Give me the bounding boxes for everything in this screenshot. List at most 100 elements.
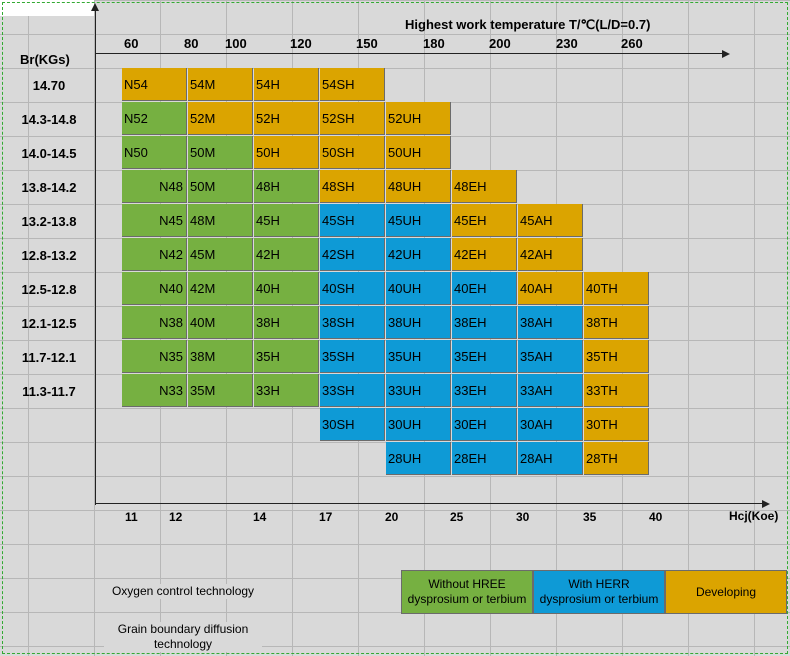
- temperature-label: 230: [556, 36, 578, 51]
- br-row-label: 12.8-13.2: [21, 248, 77, 263]
- grade-cell: 38SH: [320, 306, 385, 339]
- grade-cell: N42: [122, 238, 187, 271]
- grade-cell: 35M: [188, 374, 253, 407]
- grade-cell: 38TH: [584, 306, 649, 339]
- temperature-label: 150: [356, 36, 378, 51]
- grade-cell: 38M: [188, 340, 253, 373]
- legend-without-hree: Without HREE dysprosium or terbium: [401, 570, 533, 614]
- grade-cell: 28UH: [386, 442, 451, 475]
- grade-cell: 40EH: [452, 272, 517, 305]
- hcj-tick-label: 30: [516, 510, 530, 524]
- grade-cell: 54SH: [320, 68, 385, 101]
- br-row-label: 13.2-13.8: [21, 214, 77, 229]
- grade-cell: 33UH: [386, 374, 451, 407]
- temperature-label: 60: [124, 36, 139, 51]
- grade-cell: 35AH: [518, 340, 583, 373]
- grade-cell: 35EH: [452, 340, 517, 373]
- br-row-label: 12.1-12.5: [21, 316, 77, 331]
- grade-cell: 52SH: [320, 102, 385, 135]
- grade-cell: N48: [122, 170, 187, 203]
- selected-cell[interactable]: [0, 0, 94, 16]
- hcj-tick-label: 20: [385, 510, 399, 524]
- grade-cell: 33SH: [320, 374, 385, 407]
- grade-cell: 42M: [188, 272, 253, 305]
- grade-cell: N35: [122, 340, 187, 373]
- grade-cell: 50H: [254, 136, 319, 169]
- grade-cell: 48H: [254, 170, 319, 203]
- grade-cell: 48UH: [386, 170, 451, 203]
- hcj-tick-label: 17: [319, 510, 333, 524]
- hcj-tick-label: 12: [169, 510, 183, 524]
- grade-cell: 33EH: [452, 374, 517, 407]
- grade-cell: 40SH: [320, 272, 385, 305]
- grade-cell: 42EH: [452, 238, 517, 271]
- grade-cell: N50: [122, 136, 187, 169]
- grade-cell: 38UH: [386, 306, 451, 339]
- chart-title: Highest work temperature T/℃(L/D=0.7): [405, 17, 651, 32]
- grade-cell: 28AH: [518, 442, 583, 475]
- grade-cell: N54: [122, 68, 187, 101]
- grade-cell: 33AH: [518, 374, 583, 407]
- grade-cell: N45: [122, 204, 187, 237]
- grade-cell: 45EH: [452, 204, 517, 237]
- grade-cell: N52: [122, 102, 187, 135]
- br-row-label: 11.3-11.7: [22, 384, 76, 399]
- grade-cell: 40M: [188, 306, 253, 339]
- legend-developing: Developing: [665, 570, 787, 614]
- y-axis-arrow: [91, 3, 99, 11]
- temperature-label: 180: [423, 36, 445, 51]
- bottom-axis-arrow: [762, 500, 770, 508]
- top-axis-arrow: [722, 50, 730, 58]
- br-row-label: 12.5-12.8: [21, 282, 77, 297]
- bottom-axis-line: [95, 503, 765, 504]
- temperature-label: 100: [225, 36, 247, 51]
- grain-boundary-label: Grain boundary diffusion technology: [104, 622, 262, 652]
- grade-cell: 54M: [188, 68, 253, 101]
- grade-cell: 45AH: [518, 204, 583, 237]
- grade-cell: 30UH: [386, 408, 451, 441]
- grade-cell: 54H: [254, 68, 319, 101]
- grade-cell: 42H: [254, 238, 319, 271]
- x-axis-label: Hcj(Koe): [729, 509, 779, 523]
- oxygen-control-label: Oxygen control technology: [100, 584, 266, 599]
- y-axis-label: Br(KGs): [20, 52, 70, 67]
- hcj-tick-label: 35: [583, 510, 597, 524]
- legend-with-herr: With HERR dysprosium or terbium: [533, 570, 665, 614]
- grade-cell: 52H: [254, 102, 319, 135]
- hcj-tick-label: 11: [125, 510, 138, 524]
- grade-cell: 48EH: [452, 170, 517, 203]
- grade-cell: 42SH: [320, 238, 385, 271]
- temperature-label: 260: [621, 36, 643, 51]
- grade-cell: 35TH: [584, 340, 649, 373]
- grade-cell: N38: [122, 306, 187, 339]
- grade-cell: 45H: [254, 204, 319, 237]
- grade-cell: 50UH: [386, 136, 451, 169]
- grade-cell: 40AH: [518, 272, 583, 305]
- y-axis-line: [95, 8, 96, 505]
- grade-cell: 50M: [188, 170, 253, 203]
- grade-cell: 50M: [188, 136, 253, 169]
- grade-cell: 28EH: [452, 442, 517, 475]
- grade-cell: N33: [122, 374, 187, 407]
- grade-cell: 42AH: [518, 238, 583, 271]
- grade-cell: 40H: [254, 272, 319, 305]
- grade-cell: N40: [122, 272, 187, 305]
- grade-cell: 30AH: [518, 408, 583, 441]
- grade-cell: 38H: [254, 306, 319, 339]
- br-row-label: 13.8-14.2: [21, 180, 77, 195]
- grade-cell: 33TH: [584, 374, 649, 407]
- grade-cell: 30SH: [320, 408, 385, 441]
- grade-cell: 52UH: [386, 102, 451, 135]
- br-row-label: 14.0-14.5: [21, 146, 77, 161]
- hcj-tick-label: 14: [253, 510, 267, 524]
- grade-cell: 35SH: [320, 340, 385, 373]
- hcj-tick-label: 25: [450, 510, 464, 524]
- grade-cell: 33H: [254, 374, 319, 407]
- grade-cell: 35H: [254, 340, 319, 373]
- grade-cell: 40TH: [584, 272, 649, 305]
- grade-cell: 45UH: [386, 204, 451, 237]
- grade-cell: 42UH: [386, 238, 451, 271]
- hcj-tick-label: 40: [649, 510, 663, 524]
- grade-cell: 38AH: [518, 306, 583, 339]
- grade-cell: 38EH: [452, 306, 517, 339]
